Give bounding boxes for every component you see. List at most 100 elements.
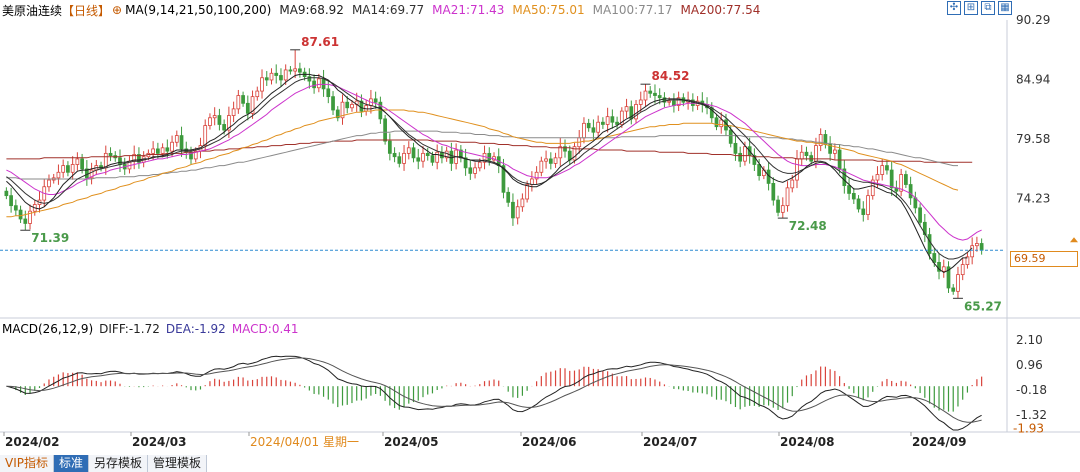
candle-body bbox=[780, 205, 785, 213]
candle-body bbox=[397, 156, 402, 164]
candle-body bbox=[833, 149, 837, 154]
tab-save-template[interactable]: 另存模板 bbox=[89, 455, 149, 472]
candle-body bbox=[13, 205, 18, 211]
chart-header: 美原油连续 【日线】 ⊕ MA(9,14,21,50,100,200) MA9:… bbox=[2, 2, 768, 18]
candle-body bbox=[279, 75, 283, 81]
candle-body bbox=[425, 152, 430, 156]
candle-body bbox=[316, 78, 321, 89]
candle-body bbox=[956, 274, 960, 292]
candle-body bbox=[416, 157, 421, 162]
candle-body bbox=[530, 178, 534, 185]
candle-body bbox=[264, 77, 269, 81]
tab-vip-indicator[interactable]: VIP指标 bbox=[0, 455, 54, 472]
ma21-line bbox=[6, 83, 982, 241]
candle-body bbox=[298, 68, 302, 73]
macd-axis-tick: -1.32 bbox=[1016, 408, 1047, 422]
candle-body bbox=[880, 165, 885, 175]
ma14-line bbox=[6, 77, 973, 260]
candle-body bbox=[421, 152, 425, 162]
candle-body bbox=[28, 210, 32, 224]
candle-body bbox=[743, 146, 747, 162]
candle-body bbox=[525, 184, 530, 200]
candle-body bbox=[174, 135, 179, 143]
time-axis-label: 2024/02 bbox=[5, 435, 59, 449]
candle-body bbox=[208, 117, 212, 126]
candle-body bbox=[326, 88, 331, 98]
candle-body bbox=[463, 157, 468, 169]
grid-icon[interactable]: ▦ bbox=[998, 1, 1012, 15]
candle-body bbox=[790, 179, 795, 189]
candle-body bbox=[70, 164, 75, 173]
candle-body bbox=[321, 78, 326, 90]
candle-body bbox=[586, 122, 591, 129]
candle-body bbox=[506, 191, 511, 203]
candle-body bbox=[951, 287, 956, 292]
candle-body bbox=[137, 154, 141, 163]
time-axis-label: 2024/08 bbox=[780, 435, 834, 449]
candle-body bbox=[103, 152, 108, 169]
extreme-label: 84.52 bbox=[651, 69, 689, 83]
candle-body bbox=[288, 69, 293, 72]
candle-body bbox=[851, 193, 856, 200]
time-axis-label: 2024/05 bbox=[384, 435, 438, 449]
instrument-title[interactable]: 美原油连续 bbox=[2, 3, 63, 18]
tab-standard[interactable]: 标准 bbox=[54, 455, 90, 472]
candle-body bbox=[18, 209, 23, 220]
candles-layer bbox=[4, 49, 984, 299]
candle-body bbox=[477, 161, 482, 169]
toolbar-icons: ✣ ⊞ ⧉ ▦ bbox=[947, 1, 1012, 15]
candle-body bbox=[619, 110, 624, 125]
indicator-settings-icon[interactable]: ⊕ bbox=[112, 3, 123, 17]
candle-body bbox=[965, 256, 970, 266]
time-axis-label: 2024/03 bbox=[132, 435, 186, 449]
candle-body bbox=[227, 115, 231, 131]
candle-body bbox=[601, 121, 605, 125]
candle-body bbox=[487, 152, 492, 161]
tab-manage-template[interactable]: 管理模板 bbox=[148, 455, 208, 472]
candle-body bbox=[785, 187, 790, 207]
candle-body bbox=[818, 134, 823, 146]
expand-icon[interactable]: ⊞ bbox=[964, 1, 978, 15]
candle-body bbox=[231, 108, 236, 116]
candle-body bbox=[387, 140, 392, 154]
candle-body bbox=[899, 174, 904, 192]
candle-body bbox=[889, 169, 894, 189]
candle-body bbox=[331, 96, 335, 111]
candle-body bbox=[856, 198, 861, 210]
candle-body bbox=[553, 157, 558, 164]
extreme-label: 71.39 bbox=[31, 231, 69, 245]
candle-body bbox=[795, 158, 799, 181]
candle-body bbox=[605, 116, 610, 125]
candle-body bbox=[885, 165, 889, 171]
candle-body bbox=[222, 124, 227, 131]
candle-body bbox=[411, 147, 416, 159]
candle-body bbox=[520, 198, 525, 208]
candle-body bbox=[946, 266, 951, 289]
crosshair-icon[interactable]: ✣ bbox=[947, 1, 961, 15]
candle-body bbox=[932, 253, 937, 263]
candle-body bbox=[719, 119, 724, 128]
candle-body bbox=[179, 135, 184, 150]
candle-body bbox=[501, 165, 506, 193]
fullscreen-icon[interactable]: ⧉ bbox=[981, 1, 995, 15]
candle-body bbox=[184, 148, 189, 153]
ma14-label: MA14:69.77 bbox=[351, 3, 425, 17]
candle-body bbox=[482, 152, 487, 163]
ma9-line bbox=[6, 73, 968, 273]
period-label[interactable]: 【日线】 bbox=[62, 3, 111, 18]
macd-name[interactable]: MACD(26,12,9) bbox=[2, 322, 94, 336]
candle-body bbox=[61, 165, 66, 173]
candle-body bbox=[75, 158, 80, 165]
candle-body bbox=[359, 100, 364, 112]
candle-body bbox=[378, 101, 383, 120]
macd-current-value: -1.93 bbox=[1013, 421, 1044, 435]
candle-body bbox=[799, 151, 804, 160]
ma50-line bbox=[6, 109, 959, 218]
candle-body bbox=[847, 185, 851, 194]
candle-body bbox=[866, 195, 870, 215]
candle-body bbox=[657, 95, 662, 99]
candle-body bbox=[861, 208, 866, 215]
candle-body bbox=[638, 99, 643, 105]
macd-header: MACD(26,12,9) DIFF:-1.72 DEA:-1.92 MACD:… bbox=[2, 322, 305, 336]
